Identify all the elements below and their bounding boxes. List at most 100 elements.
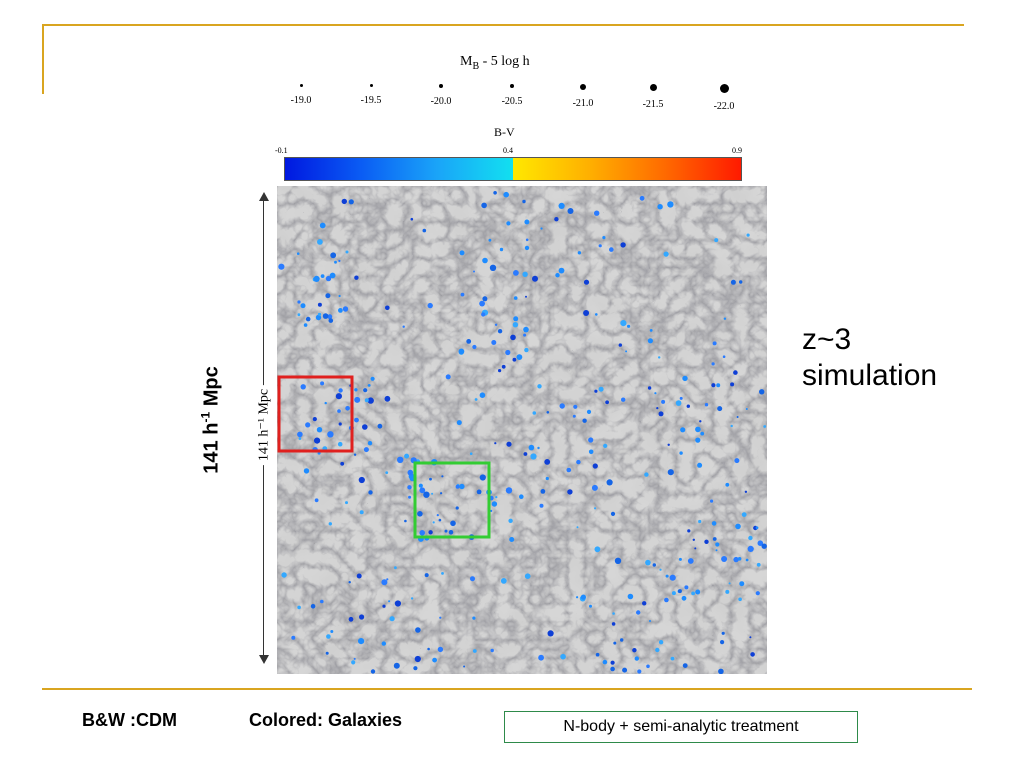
galaxy-point	[739, 280, 743, 284]
color-bar-tick: 0.9	[732, 146, 742, 155]
galaxy-point	[712, 341, 717, 346]
galaxy-point	[525, 295, 527, 298]
galaxy-point	[632, 648, 637, 653]
galaxy-point	[583, 279, 590, 285]
galaxy-point	[508, 518, 513, 523]
galaxy-point	[367, 397, 374, 404]
galaxy-point	[661, 399, 666, 404]
galaxy-point	[603, 443, 608, 448]
galaxy-point	[704, 539, 709, 544]
galaxy-point	[589, 604, 592, 608]
galaxy-point	[364, 398, 369, 403]
galaxy-point	[595, 313, 598, 316]
galaxy-point	[455, 484, 460, 489]
galaxy-point	[684, 585, 689, 590]
galaxy-point	[554, 217, 559, 222]
red-highlight-box	[277, 375, 354, 453]
galaxy-point	[414, 655, 421, 663]
galaxy-point	[494, 323, 498, 326]
galaxy-point	[316, 427, 323, 433]
green-highlight-box	[413, 461, 491, 539]
simulation-scale-label: 141 h⁻¹ Mpc	[255, 384, 273, 466]
galaxy-point	[325, 275, 332, 282]
galaxy-point	[528, 444, 535, 451]
galaxy-point	[680, 427, 686, 433]
galaxy-point	[595, 652, 600, 657]
galaxy-point	[698, 519, 702, 524]
galaxy-point	[572, 414, 576, 418]
galaxy-point	[618, 343, 622, 347]
galaxy-point	[356, 573, 362, 579]
galaxy-point	[410, 597, 414, 600]
galaxy-point	[538, 654, 544, 661]
galaxy-point	[397, 456, 404, 463]
galaxy-point	[710, 499, 714, 503]
galaxy-point	[750, 652, 755, 657]
galaxy-point	[704, 403, 709, 407]
galaxy-point	[537, 446, 540, 450]
galaxy-point	[718, 668, 724, 674]
galaxy-point	[370, 669, 376, 674]
galaxy-point	[424, 573, 429, 578]
galaxy-point	[748, 535, 753, 541]
galaxy-point	[354, 396, 361, 403]
galaxy-point	[649, 620, 651, 622]
galaxy-point	[588, 449, 594, 455]
galaxy-point	[667, 201, 674, 208]
galaxy-point	[591, 484, 598, 491]
galaxy-point	[440, 492, 443, 495]
galaxy-point	[370, 376, 375, 381]
galaxy-point	[523, 452, 528, 456]
galaxy-point	[625, 350, 628, 353]
galaxy-point	[328, 318, 334, 323]
galaxy-point	[756, 562, 761, 567]
galaxy-point	[340, 461, 345, 466]
magnitude-label: -19.5	[360, 95, 382, 106]
galaxy-point	[315, 314, 322, 321]
galaxy-point	[728, 582, 731, 585]
galaxy-point	[700, 431, 705, 436]
galaxy-point	[473, 270, 475, 273]
galaxy-point	[326, 634, 331, 639]
galaxy-point	[303, 468, 310, 474]
galaxy-point	[715, 542, 720, 547]
magnitude-label: -22.0	[713, 101, 735, 112]
galaxy-point	[658, 411, 664, 417]
galaxy-point	[501, 364, 506, 369]
galaxy-point	[314, 498, 319, 503]
magnitude-legend-item: -22.0	[699, 84, 749, 112]
galaxy-point	[555, 273, 560, 278]
galaxy-point	[460, 292, 465, 297]
galaxy-point	[358, 638, 365, 645]
galaxy-point	[345, 406, 350, 411]
galaxy-point	[410, 217, 414, 221]
galaxy-point	[524, 347, 529, 353]
galaxy-point	[338, 308, 343, 313]
galaxy-point	[694, 547, 697, 550]
galaxy-point	[577, 251, 582, 255]
galaxy-point	[456, 420, 462, 426]
magnitude-label: -20.0	[430, 96, 452, 107]
galaxy-point	[479, 300, 485, 307]
galaxy-point	[320, 599, 324, 604]
color-bar-blue-segment	[285, 158, 513, 180]
galaxy-point	[566, 467, 572, 473]
galaxy-point	[612, 612, 615, 615]
galaxy-point	[620, 320, 627, 327]
galaxy-point	[611, 622, 616, 626]
galaxy-point	[367, 441, 373, 446]
galaxy-point	[325, 293, 331, 299]
galaxy-point	[594, 210, 600, 216]
galaxy-point	[513, 296, 518, 300]
galaxy-point	[647, 338, 653, 344]
galaxy-point	[692, 538, 695, 541]
galaxy-point	[598, 244, 602, 248]
galaxy-point	[523, 326, 529, 333]
galaxy-point	[506, 221, 511, 226]
galaxy-point	[338, 294, 341, 298]
galaxy-point	[523, 333, 527, 337]
galaxy-point	[278, 263, 285, 270]
galaxy-point	[407, 485, 412, 490]
galaxy-point	[678, 557, 682, 561]
galaxy-point	[759, 389, 765, 395]
